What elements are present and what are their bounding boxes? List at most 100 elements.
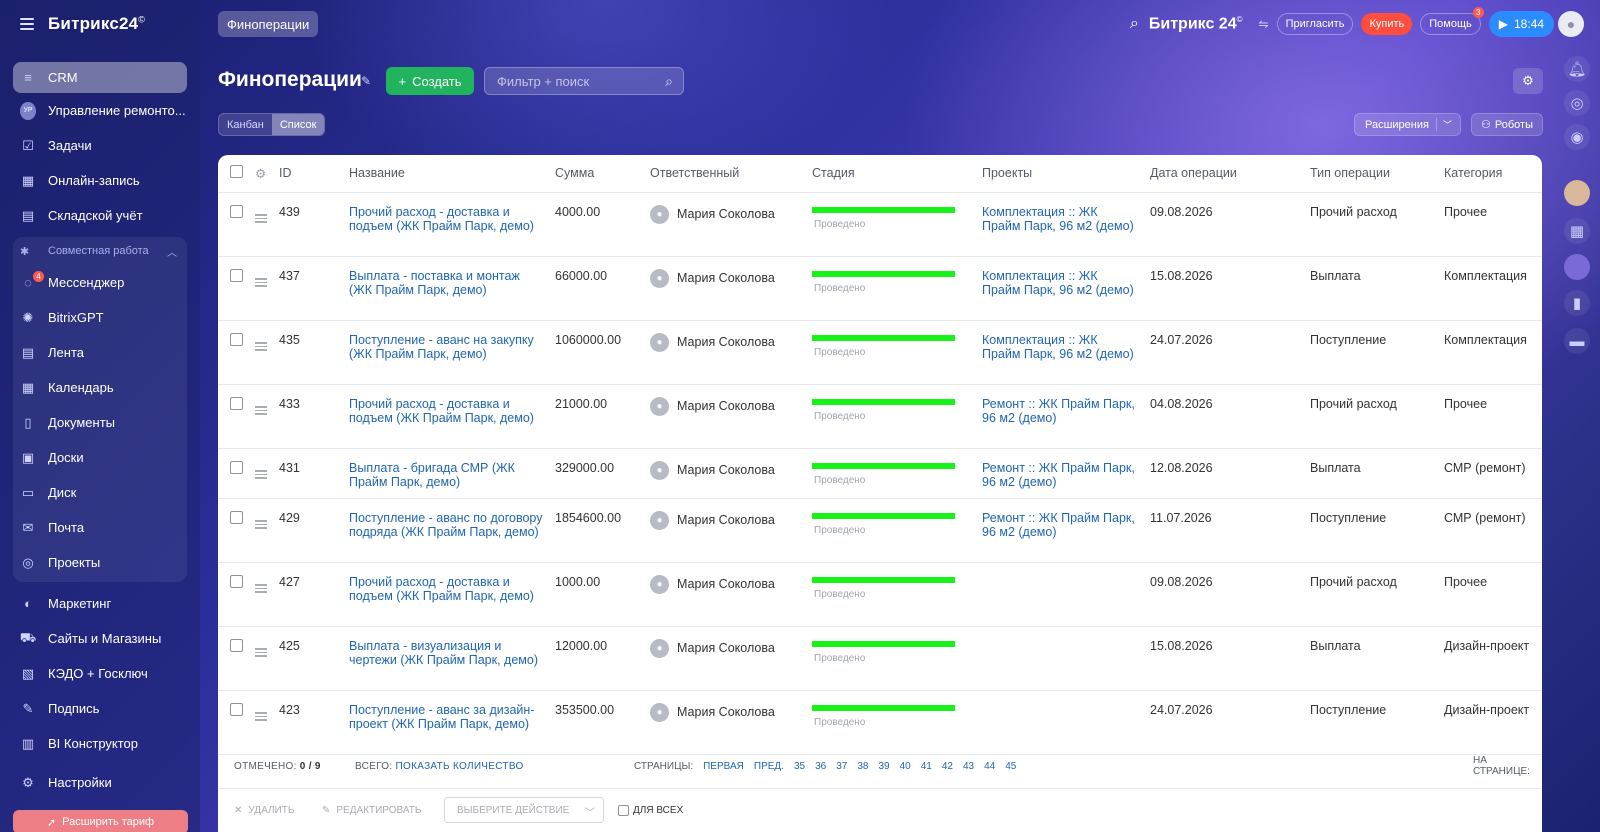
operation-link[interactable]: Выплата - визуализация и чертежи (ЖК Пра… (349, 638, 539, 667)
sidebar-item-disk[interactable]: ▭ Диск (13, 475, 187, 510)
page-link[interactable]: 44 (984, 761, 996, 772)
sidebar-item-renovation[interactable]: УР Управление ремонто... (0, 93, 200, 128)
col-stage[interactable]: Стадия (806, 155, 976, 193)
page-link[interactable]: 40 (899, 761, 911, 772)
col-responsible[interactable]: Ответственный (644, 155, 806, 193)
sidebar-item-projects[interactable]: ◎ Проекты (13, 545, 187, 580)
sidebar-item-tasks[interactable]: ☑ Задачи (0, 128, 200, 163)
operation-link[interactable]: Прочий расход - доставка и подъем (ЖК Пр… (349, 574, 534, 603)
row-checkbox[interactable] (230, 396, 243, 410)
sidebar-item-documents[interactable]: ▯ Документы (13, 405, 187, 440)
project-link[interactable]: Ремонт :: ЖК Прайм Парк, 96 м2 (демо) (982, 510, 1135, 539)
chevron-down-icon[interactable]: ﹀ (1435, 118, 1452, 131)
stage-bar[interactable] (812, 576, 955, 583)
invite-button[interactable]: Пригласить (1276, 13, 1354, 35)
row-checkbox[interactable] (230, 510, 243, 524)
sidebar-item-booking[interactable]: ▦ Онлайн-запись (0, 163, 200, 198)
table-row[interactable]: 433 Прочий расход - доставка и подъем (ЖК… (218, 384, 1542, 449)
col-sum[interactable]: Сумма (549, 155, 644, 193)
drag-handle-icon[interactable] (255, 406, 267, 415)
project-link[interactable]: Комплектация :: ЖК Прайм Парк, 96 м2 (де… (982, 204, 1134, 233)
search-icon[interactable]: ⌕ (665, 73, 673, 89)
filter-search-input[interactable]: Фильтр + поиск ⌕ (484, 67, 684, 95)
worktime-button[interactable]: ▶ 18:44 (1488, 11, 1554, 37)
extensions-button[interactable]: Расширения ﹀ (1354, 113, 1461, 136)
user-avatar[interactable]: ● (1558, 11, 1584, 37)
pin-icon[interactable]: ✎ (361, 74, 372, 88)
messages-icon[interactable]: ▬ (1564, 328, 1590, 354)
show-count-link[interactable]: Показать количество (395, 761, 524, 772)
row-checkbox[interactable] (230, 460, 243, 474)
operation-link[interactable]: Поступление - аванс по договору подряда … (349, 510, 543, 539)
responsible[interactable]: ● Мария Соколова (650, 396, 800, 416)
sidebar-item-sites[interactable]: ⛟ Сайты и Магазины (0, 621, 200, 656)
sidebar-item-marketing[interactable]: ◐ Маркетинг (0, 586, 200, 621)
drag-handle-icon[interactable] (255, 648, 267, 657)
table-row[interactable]: 425 Выплата - визуализация и чертежи (ЖК … (218, 626, 1542, 691)
stage-bar[interactable] (812, 334, 955, 341)
menu-icon[interactable] (20, 18, 34, 30)
calendar-rail-icon[interactable]: ▦ (1564, 218, 1590, 244)
row-checkbox[interactable] (230, 332, 243, 346)
project-link[interactable]: Ремонт :: ЖК Прайм Парк, 96 м2 (демо) (982, 396, 1135, 425)
table-row[interactable]: 423 Поступление - аванс за дизайн-проект … (218, 690, 1542, 755)
sidebar-item-feed[interactable]: ▤ Лента (13, 335, 187, 370)
drag-handle-icon[interactable] (255, 470, 267, 479)
operation-link[interactable]: Поступление - аванс на закупку (ЖК Прайм… (349, 332, 534, 361)
responsible[interactable]: ● Мария Соколова (650, 510, 800, 530)
col-type[interactable]: Тип операции (1304, 155, 1438, 193)
list-settings-button[interactable]: ⚙ (1513, 68, 1543, 94)
sidebar-item-kedo[interactable]: ▧ КЭДО + Госключ (0, 656, 200, 691)
page-link[interactable]: 39 (878, 761, 890, 772)
page-nav-link[interactable]: Первая (703, 761, 744, 772)
col-projects[interactable]: Проекты (976, 155, 1144, 193)
responsible[interactable]: ● Мария Соколова (650, 204, 800, 224)
bookmark-icon[interactable]: ▮ (1564, 290, 1590, 316)
drag-handle-icon[interactable] (255, 342, 267, 351)
row-checkbox[interactable] (230, 638, 243, 652)
responsible[interactable]: ● Мария Соколова (650, 702, 800, 722)
search-icon[interactable]: ⌕ (1129, 15, 1139, 32)
sidebar-item-mail[interactable]: ✉ Почта (13, 510, 187, 545)
page-link[interactable]: 41 (920, 761, 932, 772)
drag-handle-icon[interactable] (255, 520, 267, 529)
contact-avatar-2[interactable] (1564, 254, 1590, 280)
project-link[interactable]: Комплектация :: ЖК Прайм Парк, 96 м2 (де… (982, 268, 1134, 297)
action-select[interactable]: Выберите действие ﹀ (444, 797, 604, 823)
sidebar-item-crm[interactable]: ≡ CRM (13, 62, 187, 93)
chevron-up-icon[interactable]: ︿ (167, 247, 177, 259)
sidebar-item-warehouse[interactable]: ▤ Складской учёт (0, 198, 200, 233)
row-checkbox[interactable] (230, 268, 243, 282)
drag-handle-icon[interactable] (255, 712, 267, 721)
operation-link[interactable]: Прочий расход - доставка и подъем (ЖК Пр… (349, 204, 534, 233)
page-link[interactable]: 35 (793, 761, 806, 772)
responsible[interactable]: ● Мария Соколова (650, 638, 800, 658)
edit-button[interactable]: ✎ Редактировать (322, 805, 422, 816)
chat-search-icon[interactable]: ◉ (1564, 124, 1590, 150)
help-button[interactable]: Помощь 3 (1420, 7, 1484, 35)
stage-bar[interactable] (812, 398, 955, 405)
sidebar-item-messenger[interactable]: ◌ 4 Мессенджер (13, 265, 187, 300)
drag-handle-icon[interactable] (255, 278, 267, 287)
create-button[interactable]: + Создать (386, 67, 474, 95)
view-kanban-button[interactable]: Канбан (227, 118, 264, 131)
sidebar-item-bi[interactable]: ▥ BI Конструктор (0, 726, 200, 761)
copilot-icon[interactable]: ◎ (1564, 90, 1590, 116)
table-row[interactable]: 429 Поступление - аванс по договору подря… (218, 498, 1542, 563)
responsible[interactable]: ● Мария Соколова (650, 574, 800, 594)
robots-button[interactable]: ⚇ Роботы (1471, 113, 1543, 136)
col-id[interactable]: ID (273, 155, 343, 193)
sidebar-item-boards[interactable]: ▣ Доски (13, 440, 187, 475)
row-checkbox[interactable] (230, 702, 243, 716)
breadcrumb[interactable]: Финоперации (218, 11, 319, 37)
delete-button[interactable]: ✕ Удалить (234, 805, 295, 816)
stage-bar[interactable] (812, 512, 955, 519)
sidebar-item-bitrixgpt[interactable]: ✺ BitrixGPT (13, 300, 187, 335)
row-checkbox[interactable] (230, 574, 243, 588)
gear-icon[interactable]: ⚙ (255, 166, 267, 181)
drag-handle-icon[interactable] (255, 584, 267, 593)
table-row[interactable]: 439 Прочий расход - доставка и подъем (ЖК… (218, 192, 1542, 257)
operation-link[interactable]: Поступление - аванс за дизайн-проект (ЖК… (349, 702, 535, 731)
page-link[interactable]: 43 (962, 761, 975, 772)
table-row[interactable]: 427 Прочий расход - доставка и подъем (ЖК… (218, 562, 1542, 627)
